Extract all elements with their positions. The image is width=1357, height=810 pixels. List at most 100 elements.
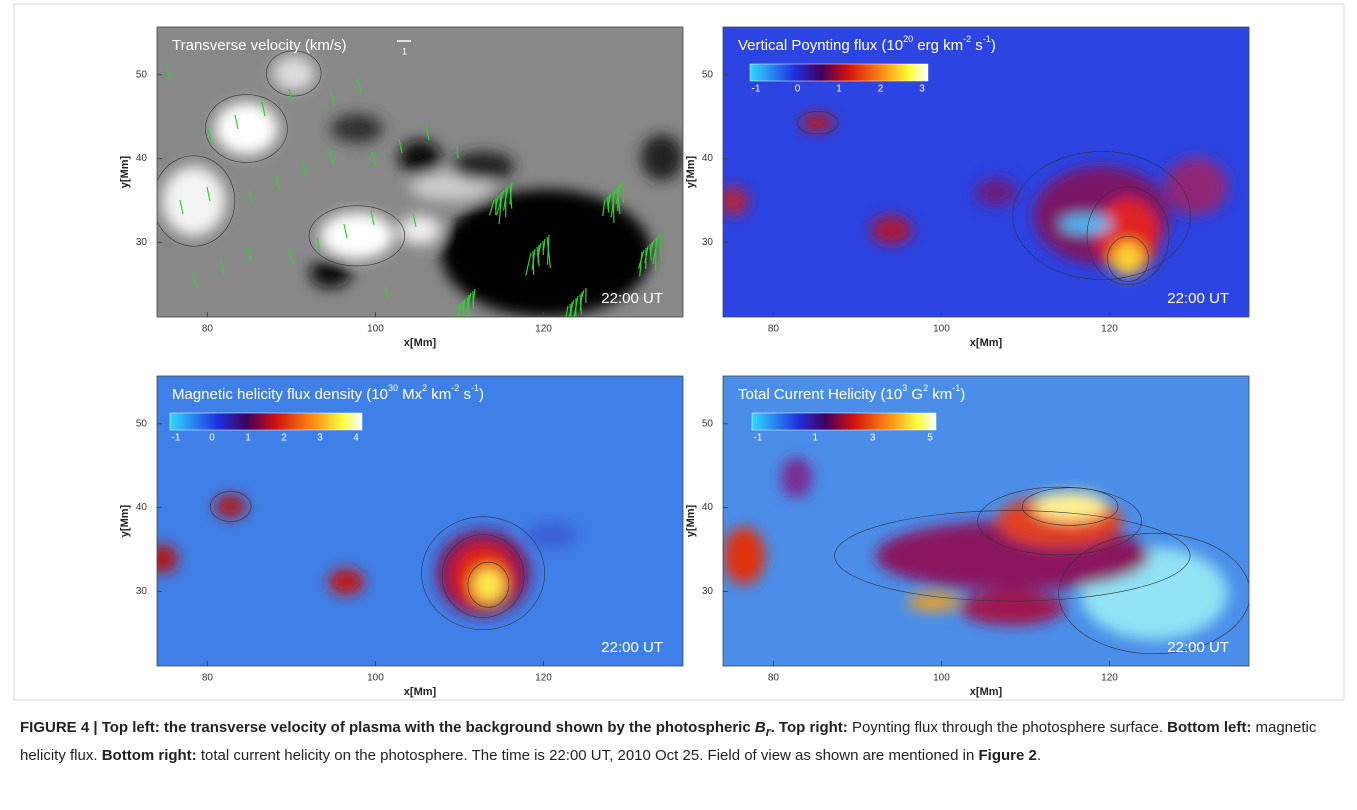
panel-title-part: ) [991, 37, 996, 54]
panel-title-part: -2 [963, 34, 971, 44]
velocity-arrow [466, 292, 472, 311]
map-feature [801, 114, 834, 132]
colorbar-label: 3 [870, 433, 876, 444]
map-feature [441, 189, 652, 317]
y-tick-label: 50 [136, 69, 148, 80]
colorbar-label: -1 [172, 433, 181, 444]
colorbar-label: 3 [317, 433, 323, 444]
y-tick-label: 40 [136, 153, 148, 164]
map-feature [780, 457, 813, 498]
velocity-arrow [546, 234, 550, 265]
velocity-arrow [502, 185, 509, 211]
panel-title-part: 2 [422, 383, 427, 393]
panel-title-part: 30 [388, 383, 398, 393]
velocity-arrow [606, 196, 610, 213]
velocity-arrow [206, 186, 211, 202]
velocity-arrow [509, 181, 513, 205]
velocity-arrow [652, 235, 659, 265]
caption-text: Figure 2 [978, 747, 1037, 764]
x-axis-label: x[Mm] [404, 686, 437, 698]
velocity-arrow [607, 192, 612, 204]
panel-title-part: km [427, 386, 451, 403]
contour [834, 510, 1191, 602]
panel-title: Vertical Poynting flux (1020 erg km-2 s-… [738, 34, 996, 54]
plot-frame [722, 375, 1250, 667]
panel-title-part: -1 [952, 383, 960, 393]
velocity-arrow [615, 182, 622, 204]
x-tick-label: 80 [768, 673, 780, 684]
contour [1107, 236, 1149, 282]
velocity-arrow [343, 223, 348, 239]
colorbar-label: 1 [813, 433, 819, 444]
velocity-arrow [569, 303, 572, 317]
panel-title-part: -1 [471, 383, 479, 393]
velocity-arrow [525, 252, 532, 276]
velocity-arrow [542, 238, 546, 251]
plot-frame [156, 26, 684, 318]
colorbar-label: -1 [752, 84, 761, 95]
panel-title-part: 3 [902, 383, 907, 393]
time-label: 22:00 UT [601, 639, 663, 656]
reference-arrow-label: 1 [402, 46, 407, 56]
colorbar-label: 1 [836, 84, 842, 95]
y-tick-label: 50 [702, 418, 714, 429]
velocity-arrow [302, 162, 307, 178]
x-axis-label: x[Mm] [970, 686, 1003, 698]
panel-title-part: -1 [983, 34, 991, 44]
contour [266, 50, 322, 97]
panel-title: Total Current Helicity (103 G2 km-1) [738, 383, 965, 403]
contour [1086, 186, 1170, 286]
caption-text: magnetic helicity flux. [20, 719, 1317, 764]
velocity-arrow [494, 195, 499, 210]
y-tick-label: 50 [702, 69, 714, 80]
velocity-arrow [288, 88, 293, 104]
map-feature [327, 568, 365, 595]
caption: FIGURE 4 | Top left: the transverse velo… [20, 716, 1338, 767]
map-feature [472, 567, 505, 603]
velocity-arrow [650, 239, 655, 251]
y-tick-label: 40 [702, 153, 714, 164]
velocity-arrow [602, 198, 606, 217]
y-axis-label: y[Mm] [119, 155, 131, 188]
time-label: 22:00 UT [1167, 639, 1229, 656]
contour [1012, 151, 1191, 280]
map-feature [975, 177, 1018, 207]
caption-text: r [765, 725, 771, 739]
velocity-arrow [371, 151, 376, 167]
velocity-arrow [496, 189, 505, 216]
colorbar [749, 63, 929, 82]
panel-title-part: 20 [903, 34, 913, 44]
colorbar-label: 0 [795, 84, 801, 95]
panel-title-part: Magnetic helicity flux density (10 [172, 386, 388, 403]
caption-text: B [754, 719, 766, 736]
map-feature [870, 215, 913, 245]
panel-title-part: ) [960, 386, 965, 403]
map-feature [640, 134, 683, 181]
velocity-arrow [472, 288, 476, 305]
y-tick-label: 30 [702, 586, 714, 597]
caption-text: Poynting flux through the photosphere su… [847, 719, 1168, 736]
map-feature [1033, 492, 1107, 521]
contour [441, 534, 525, 618]
velocity-arrow [425, 125, 430, 141]
velocity-arrow [220, 260, 225, 276]
map-feature [525, 521, 578, 550]
panel: Total Current Helicity (103 G2 km-1)-1 1 3… [685, 375, 1250, 698]
time-label: 22:00 UT [1167, 290, 1229, 307]
velocity-arrow [617, 184, 620, 211]
velocity-arrow [546, 236, 552, 268]
velocity-arrow [316, 236, 321, 252]
velocity-arrow [166, 66, 171, 82]
x-tick-label: 120 [535, 673, 552, 684]
velocity-arrow [275, 175, 280, 191]
map-features [162, 56, 683, 317]
time-label: 22:00 UT [601, 290, 663, 307]
contour [977, 486, 1142, 556]
velocity-arrow [461, 298, 466, 317]
velocity-arrow [488, 199, 495, 216]
map-feature [959, 590, 1065, 626]
y-tick-label: 30 [136, 586, 148, 597]
velocity-arrow [261, 101, 266, 117]
velocity-arrow [531, 248, 536, 270]
